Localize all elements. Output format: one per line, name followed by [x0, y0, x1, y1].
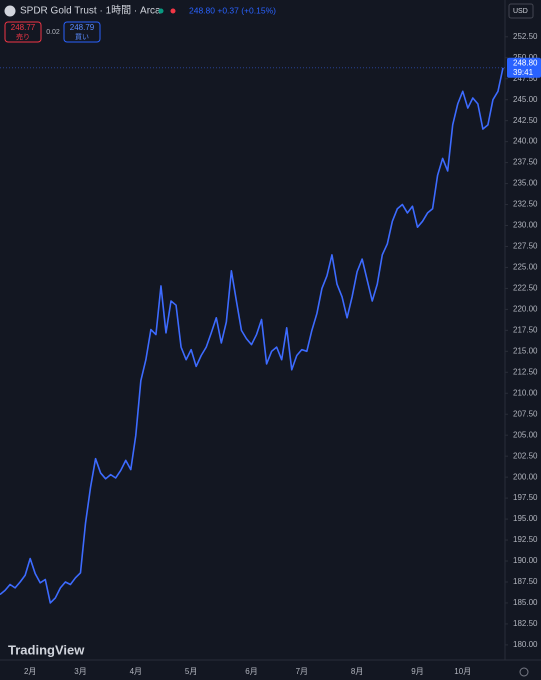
y-tick-label: 180.00	[513, 640, 538, 649]
quote: 248.80 +0.37 (+0.15%)	[189, 5, 276, 15]
y-tick-label: 197.50	[513, 493, 538, 502]
y-tick-label: 205.00	[513, 430, 538, 439]
y-tick-label: 235.00	[513, 179, 538, 188]
price-label: 248.80	[513, 58, 538, 67]
settings-icon[interactable]	[519, 667, 529, 677]
market-status	[170, 8, 176, 14]
y-tick-label: 202.50	[513, 451, 538, 460]
x-tick-label: 9月	[411, 667, 423, 676]
x-tick-label: 10月	[454, 667, 471, 676]
y-tick-label: 230.00	[513, 221, 538, 230]
y-tick-label: 227.50	[513, 242, 538, 251]
buy-price: 248.79	[70, 23, 95, 32]
symbol-icon	[4, 5, 16, 17]
y-tick-label: 217.50	[513, 325, 538, 334]
y-tick-label: 187.50	[513, 577, 538, 586]
x-tick-label: 2月	[24, 667, 36, 676]
watermark: TradingView	[8, 642, 85, 657]
y-tick-label: 207.50	[513, 409, 538, 418]
sell-button[interactable]	[4, 21, 42, 43]
y-tick-label: 220.00	[513, 304, 538, 313]
sell-price: 248.77	[11, 23, 36, 32]
y-tick-label: 225.00	[513, 263, 538, 272]
x-tick-label: 3月	[74, 667, 86, 676]
y-tick-label: 200.00	[513, 472, 538, 481]
y-tick-label: 245.00	[513, 95, 538, 104]
x-tick-label: 7月	[296, 667, 308, 676]
price-label-box	[507, 57, 541, 78]
x-tick-label: 4月	[130, 667, 142, 676]
y-tick-label: 192.50	[513, 535, 538, 544]
y-tick-label: 190.00	[513, 556, 538, 565]
y-tick-label: 240.00	[513, 137, 538, 146]
y-tick-label: 215.00	[513, 346, 538, 355]
currency-button[interactable]	[508, 3, 534, 19]
y-tick-label: 195.00	[513, 514, 538, 523]
y-tick-label: 222.50	[513, 284, 538, 293]
spread: 0.02	[46, 29, 60, 36]
price-line	[0, 67, 504, 604]
buy-label: 買い	[75, 33, 89, 41]
y-tick-label: 210.00	[513, 388, 538, 397]
y-tick-label: 237.50	[513, 158, 538, 167]
sell-label: 売り	[16, 32, 30, 41]
symbol-title: SPDR Gold Trust · 1時間 · Arca	[20, 5, 161, 17]
y-tick-label: 252.50	[513, 32, 538, 41]
y-tick-label: 182.50	[513, 619, 538, 628]
countdown: 39:41	[513, 68, 534, 77]
y-tick-label: 247.50	[513, 74, 538, 83]
currency: USD	[513, 8, 528, 15]
y-tick-label: 242.50	[513, 116, 538, 125]
y-tick-label: 185.00	[513, 598, 538, 607]
market-status	[158, 8, 164, 14]
y-tick-label: 232.50	[513, 200, 538, 209]
x-tick-label: 6月	[245, 667, 257, 676]
x-tick-label: 5月	[185, 667, 197, 676]
y-tick-label: 212.50	[513, 367, 538, 376]
x-tick-label: 8月	[351, 667, 363, 676]
buy-button[interactable]	[63, 21, 101, 43]
y-tick-label: 250.00	[513, 53, 538, 62]
